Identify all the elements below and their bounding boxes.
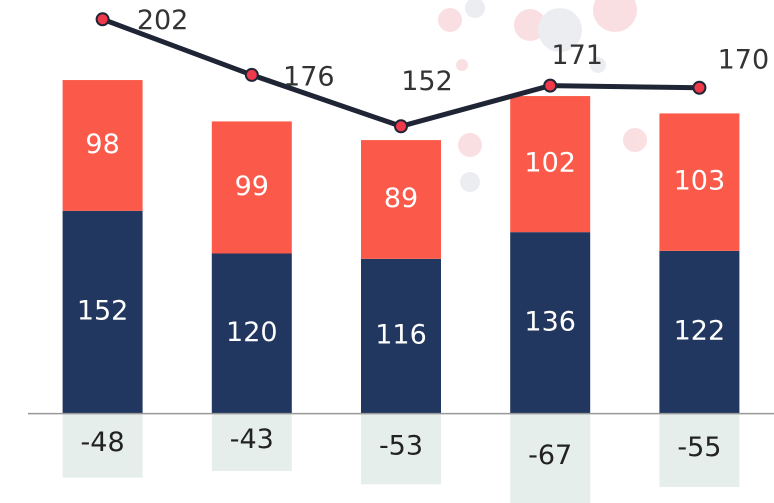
bar-value-label: -67 xyxy=(528,440,572,471)
bar-segment xyxy=(510,232,591,414)
line-marker xyxy=(543,78,558,93)
bar-segment xyxy=(361,413,441,485)
bar-value-label: 103 xyxy=(674,166,726,197)
bar-value-label: 102 xyxy=(524,148,576,179)
bar-segment xyxy=(361,140,441,259)
bar-value-label: 136 xyxy=(524,306,576,337)
bar-value-label: -43 xyxy=(230,424,274,455)
bar-segment xyxy=(510,96,591,233)
line-marker xyxy=(692,80,707,95)
bar-value-label: 122 xyxy=(674,316,726,347)
bar-segment xyxy=(62,413,143,478)
bar-value-label: -53 xyxy=(379,430,423,461)
bar-value-label: 152 xyxy=(77,296,129,327)
bar-segment xyxy=(361,258,441,414)
bar-segment xyxy=(62,80,143,211)
bar-segment xyxy=(659,413,740,487)
line-value-label: 170 xyxy=(718,44,770,75)
line-marker xyxy=(244,67,259,82)
bar-segment xyxy=(659,113,740,251)
bar-segment xyxy=(62,210,143,414)
bar-segment xyxy=(211,253,292,414)
line-marker xyxy=(95,12,110,27)
bar-segment xyxy=(211,413,292,471)
bar-segment xyxy=(510,413,591,503)
bar-value-label: 120 xyxy=(226,317,278,348)
bar-value-label: 89 xyxy=(384,183,418,214)
bar-value-label: 99 xyxy=(235,171,269,202)
bar-segment xyxy=(659,250,740,414)
bar-value-label: 98 xyxy=(85,129,119,160)
line-value-label: 202 xyxy=(137,5,189,36)
bar-segment xyxy=(211,121,292,254)
line-value-label: 171 xyxy=(551,40,603,71)
bar-value-label: -48 xyxy=(81,427,125,458)
line-value-label: 152 xyxy=(401,66,453,97)
bar-value-label: -55 xyxy=(677,432,721,463)
line-value-label: 176 xyxy=(283,61,335,92)
line-marker xyxy=(394,119,408,134)
bar-value-label: 116 xyxy=(375,320,427,351)
